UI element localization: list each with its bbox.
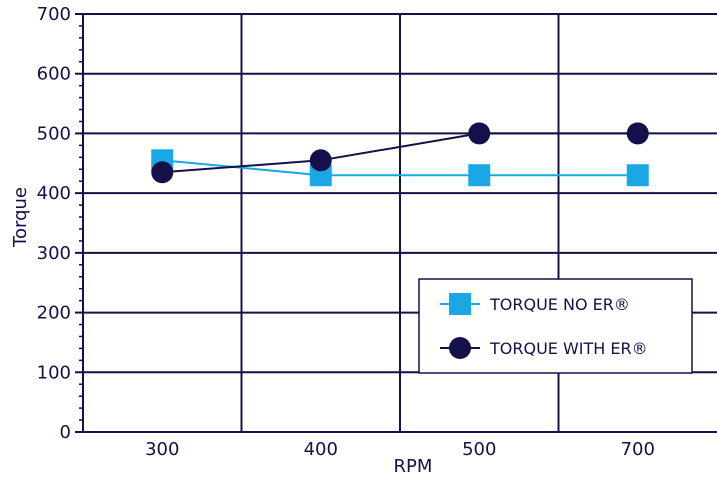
y-tick-label: 0	[60, 422, 71, 443]
y-tick-label: 600	[37, 64, 71, 85]
x-axis-title: RPM	[394, 456, 433, 477]
legend-item: TORQUE WITH ER®	[440, 337, 648, 359]
data-point	[151, 161, 174, 184]
data-point	[626, 122, 649, 145]
series-2	[151, 122, 649, 184]
legend-label: TORQUE NO ER®	[489, 295, 630, 314]
data-point	[468, 122, 491, 145]
x-tick-label: 700	[621, 439, 655, 460]
data-point	[309, 149, 332, 172]
data-point	[468, 164, 491, 187]
x-tick-label: 300	[145, 439, 179, 460]
legend-marker	[449, 337, 471, 359]
legend-label: TORQUE WITH ER®	[489, 339, 648, 358]
axes	[75, 13, 717, 433]
tick-labels: 0 100 200 300 400 500 600 700 300 400 500 700	[37, 4, 655, 460]
legend-marker	[449, 293, 471, 315]
y-tick-label: 300	[37, 243, 71, 264]
y-axis-title: Torque	[10, 187, 31, 248]
y-tick-label: 200	[37, 303, 71, 324]
y-tick-label: 400	[37, 183, 71, 204]
y-tick-label: 500	[37, 123, 71, 144]
y-tick-label: 100	[37, 362, 71, 383]
series-line	[162, 132, 638, 174]
y-tick-label: 700	[37, 4, 71, 25]
legend-item: TORQUE NO ER®	[440, 293, 630, 315]
legend: TORQUE NO ER® TORQUE WITH ER®	[418, 278, 693, 374]
x-tick-label: 500	[462, 439, 496, 460]
series-line	[162, 159, 638, 177]
series	[151, 122, 649, 187]
data-point	[626, 164, 649, 187]
x-tick-label: 400	[304, 439, 338, 460]
